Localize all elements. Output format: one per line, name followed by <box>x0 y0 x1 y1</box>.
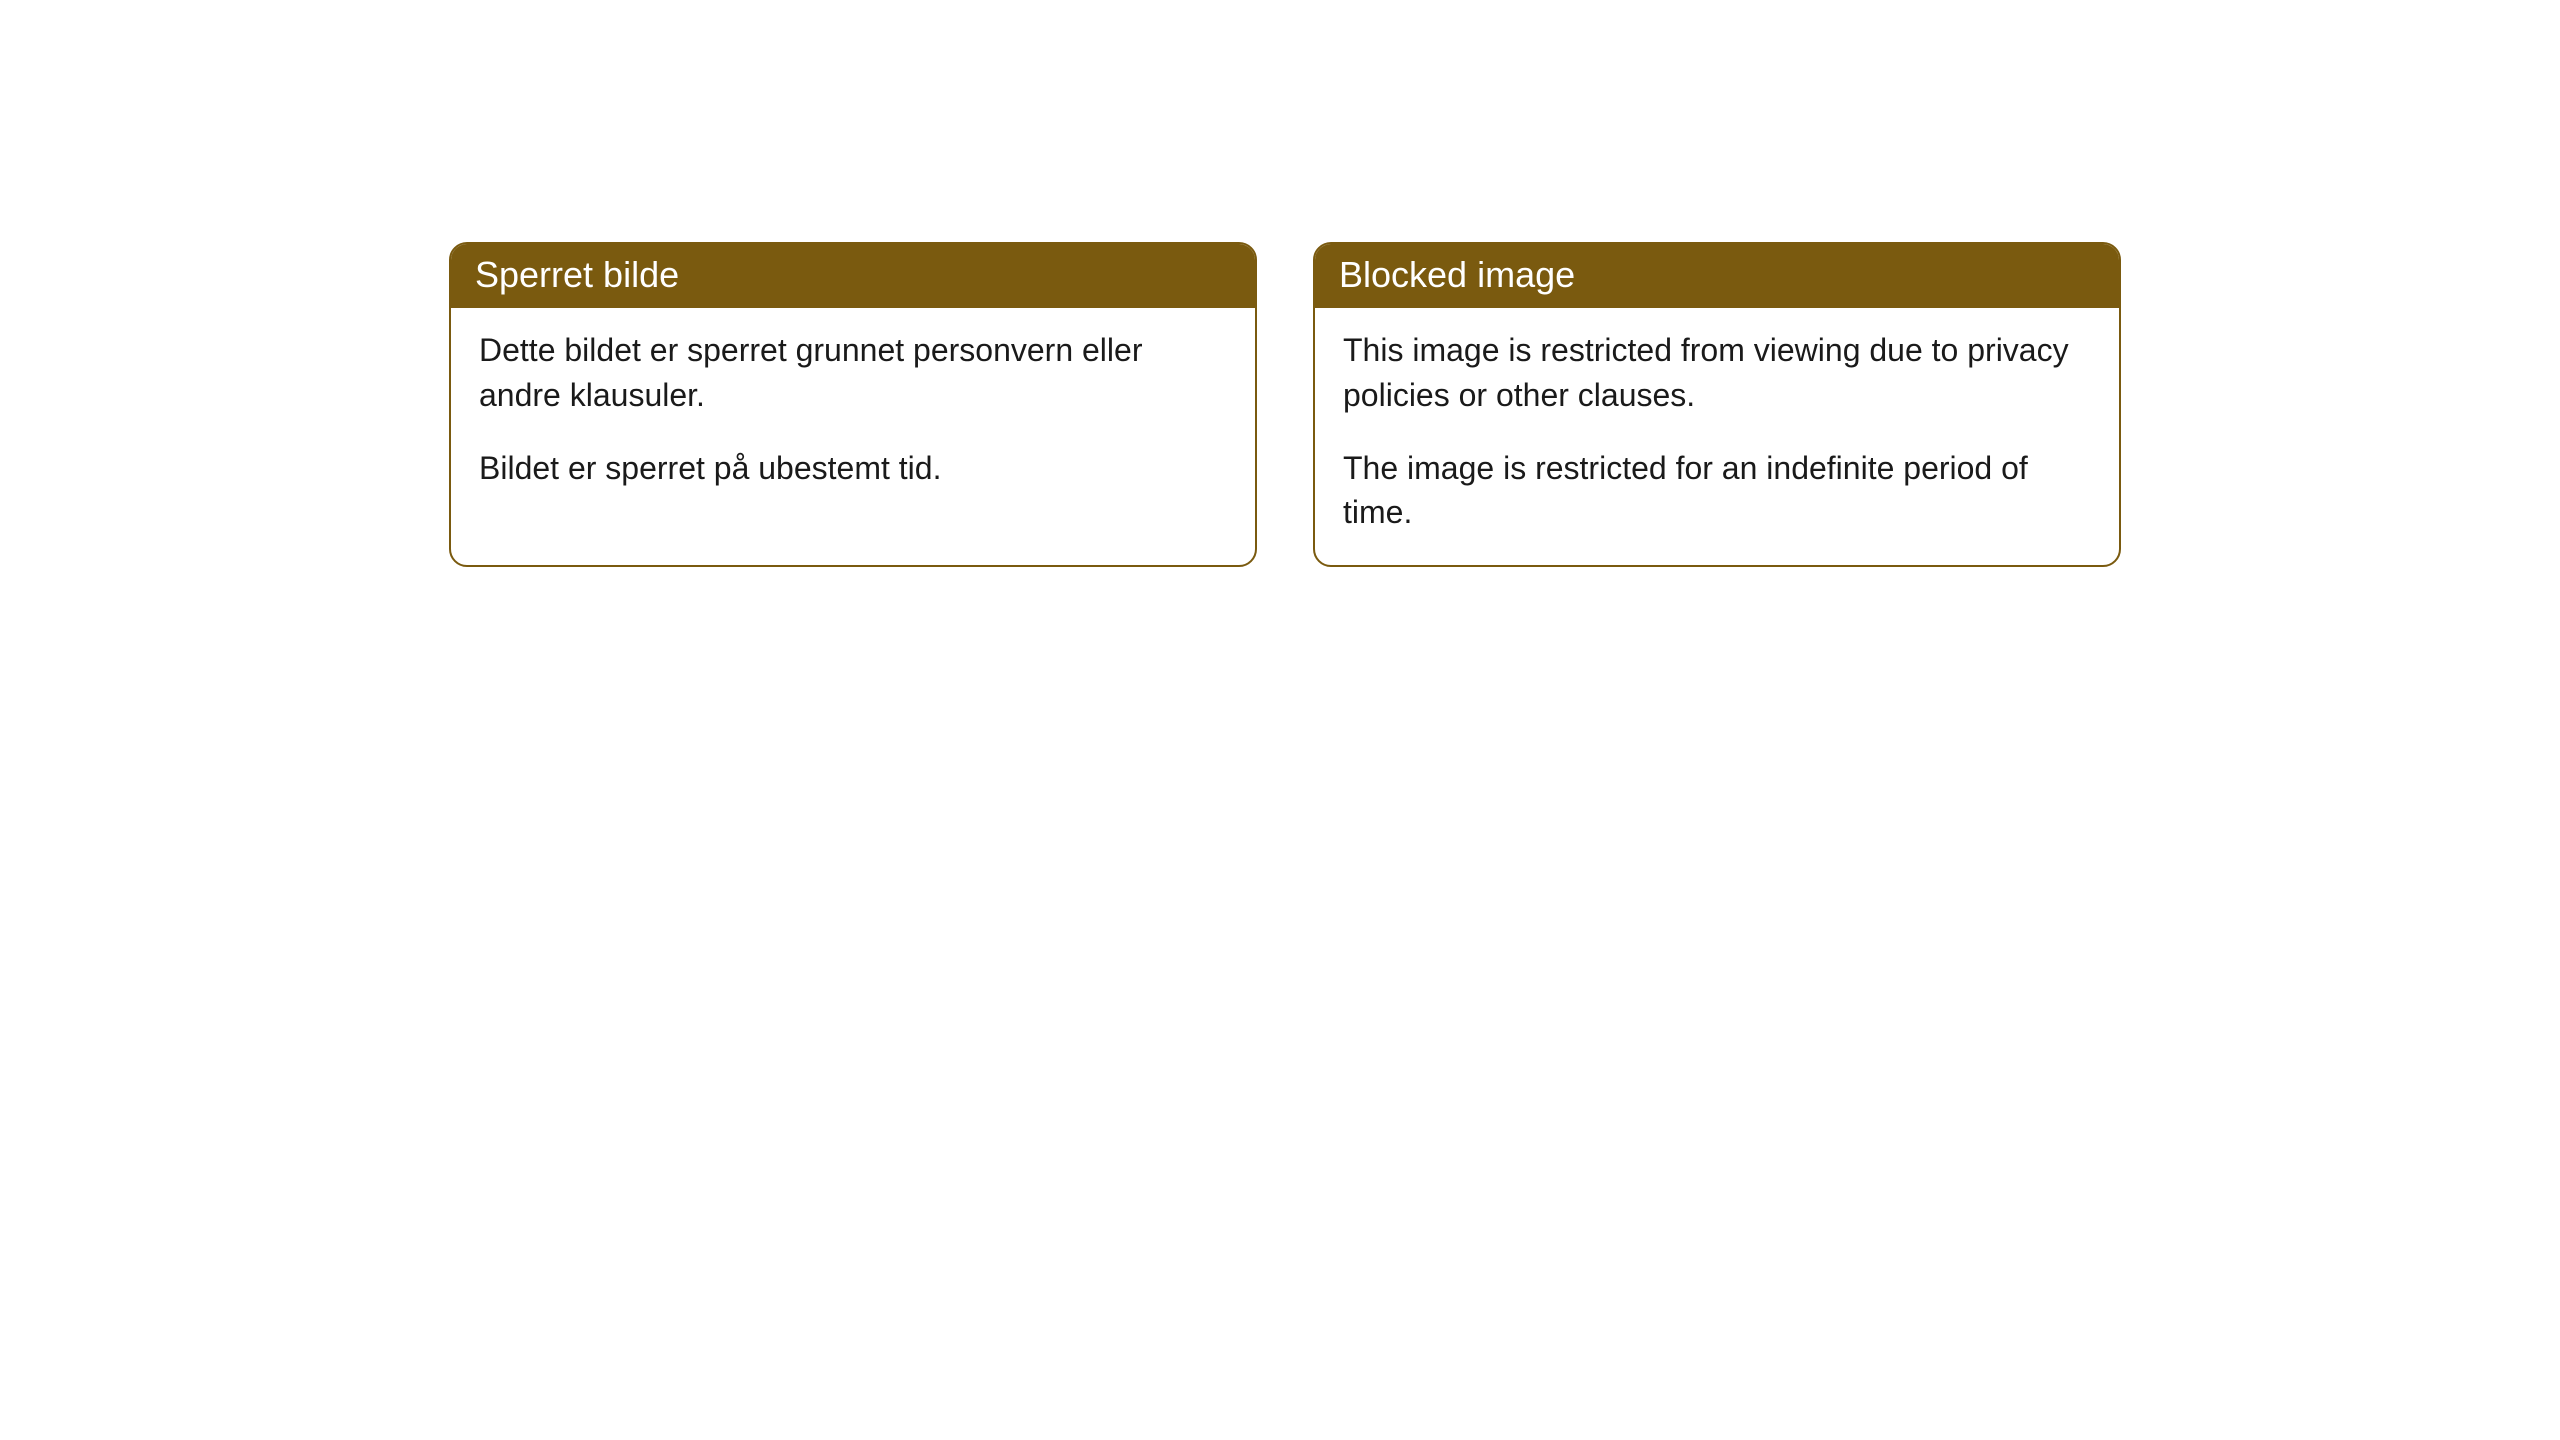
notice-paragraph-1-norwegian: Dette bildet er sperret grunnet personve… <box>479 328 1227 418</box>
notice-body-english: This image is restricted from viewing du… <box>1315 308 2119 565</box>
notice-card-english: Blocked image This image is restricted f… <box>1313 242 2121 567</box>
notice-title-english: Blocked image <box>1339 254 1575 295</box>
notice-card-norwegian: Sperret bilde Dette bildet er sperret gr… <box>449 242 1257 567</box>
notice-title-norwegian: Sperret bilde <box>475 254 679 295</box>
notice-paragraph-2-english: The image is restricted for an indefinit… <box>1343 446 2091 536</box>
notices-container: Sperret bilde Dette bildet er sperret gr… <box>0 0 2560 567</box>
notice-paragraph-1-english: This image is restricted from viewing du… <box>1343 328 2091 418</box>
notice-header-english: Blocked image <box>1315 244 2119 308</box>
notice-header-norwegian: Sperret bilde <box>451 244 1255 308</box>
notice-body-norwegian: Dette bildet er sperret grunnet personve… <box>451 308 1255 520</box>
notice-paragraph-2-norwegian: Bildet er sperret på ubestemt tid. <box>479 446 1227 491</box>
